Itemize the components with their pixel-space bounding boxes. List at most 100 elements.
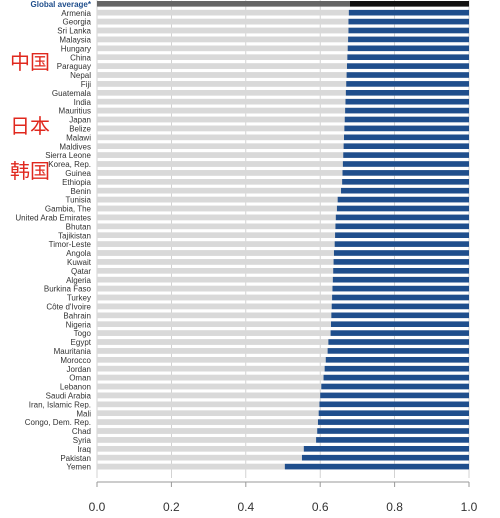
category-label: Saudi Arabia bbox=[46, 392, 92, 401]
x-tick-label: 0.8 bbox=[386, 500, 403, 514]
bar-gray bbox=[97, 321, 331, 327]
bar-gray bbox=[97, 365, 325, 372]
bar-gray bbox=[97, 250, 334, 256]
category-label: Qatar bbox=[71, 267, 91, 276]
bar bbox=[319, 401, 469, 408]
bar-gray bbox=[97, 107, 346, 114]
bar-gray bbox=[97, 179, 343, 185]
category-label: Mauritius bbox=[59, 107, 91, 116]
bar bbox=[342, 161, 469, 167]
bar bbox=[301, 454, 469, 461]
bar-gray bbox=[97, 348, 328, 354]
bar bbox=[333, 259, 469, 265]
bar bbox=[348, 18, 469, 25]
category-label: Congo, Dem. Rep. bbox=[25, 418, 91, 427]
bar bbox=[346, 72, 469, 78]
bar-gray bbox=[97, 36, 349, 43]
bar-gray bbox=[97, 446, 304, 452]
bar-gray bbox=[97, 330, 331, 336]
category-label: Iran, Islamic Rep. bbox=[29, 400, 91, 409]
category-label: Egypt bbox=[71, 338, 92, 347]
x-tick-label: 0.6 bbox=[312, 500, 329, 514]
bar-gray bbox=[97, 90, 346, 96]
bar bbox=[342, 170, 469, 176]
category-label: China bbox=[70, 53, 91, 62]
global-average-bar bbox=[97, 1, 350, 7]
bar-gray bbox=[97, 410, 319, 416]
category-label: Turkey bbox=[67, 294, 91, 303]
category-label: Pakistan bbox=[60, 454, 91, 463]
bar-gray bbox=[97, 259, 334, 265]
bar-gray bbox=[97, 454, 302, 461]
bar-gray bbox=[97, 428, 318, 434]
bar bbox=[317, 428, 469, 434]
category-label: Oman bbox=[69, 374, 91, 383]
category-label: Benin bbox=[71, 187, 91, 196]
bar bbox=[333, 268, 469, 274]
bar bbox=[328, 339, 469, 345]
bar-gray bbox=[97, 374, 324, 381]
category-label: Sierra Leone bbox=[45, 151, 91, 160]
category-label: Bhutan bbox=[66, 222, 91, 231]
bar bbox=[324, 365, 469, 372]
category-label: Syria bbox=[73, 436, 92, 445]
bar bbox=[345, 98, 469, 105]
bar bbox=[341, 187, 469, 194]
bar bbox=[323, 374, 469, 381]
category-label: Morocco bbox=[60, 356, 91, 365]
bar-gray bbox=[97, 125, 345, 132]
category-label: Angola bbox=[66, 249, 91, 258]
category-label: Yemen bbox=[66, 463, 91, 472]
category-label: Tunisia bbox=[66, 196, 92, 205]
bar-gray bbox=[97, 401, 320, 408]
category-label: Côte d'Ivoire bbox=[46, 303, 91, 312]
category-label: Tajikistan bbox=[58, 231, 91, 240]
bar-gray bbox=[97, 294, 333, 301]
bar bbox=[344, 125, 469, 132]
category-label: Guatemala bbox=[52, 89, 92, 98]
category-label: Guinea bbox=[65, 169, 91, 178]
category-label: Malaysia bbox=[59, 36, 91, 45]
category-label: Gambia, The bbox=[45, 205, 92, 214]
bar-gray bbox=[97, 232, 336, 238]
bar-gray bbox=[97, 143, 344, 149]
category-label: Lebanon bbox=[60, 383, 91, 392]
category-label: Paraguay bbox=[57, 62, 91, 71]
bar bbox=[303, 446, 469, 452]
bar bbox=[344, 116, 469, 123]
category-label: Maldives bbox=[59, 142, 91, 151]
bar-gray bbox=[97, 187, 342, 194]
bar-gray bbox=[97, 437, 317, 443]
bar-gray bbox=[97, 170, 343, 176]
bar-gray bbox=[97, 392, 321, 399]
bar-gray bbox=[97, 223, 336, 230]
bar-gray bbox=[97, 72, 347, 78]
category-label: Iraq bbox=[77, 445, 91, 454]
bar-gray bbox=[97, 18, 349, 25]
bar bbox=[316, 437, 469, 443]
bar-gray bbox=[97, 241, 335, 247]
bar-gray bbox=[97, 276, 333, 283]
bar bbox=[318, 410, 469, 416]
bar-gray bbox=[97, 98, 346, 105]
category-label: Georgia bbox=[63, 18, 92, 27]
bar bbox=[327, 348, 469, 354]
bar bbox=[317, 419, 469, 425]
category-label: Mauritania bbox=[54, 347, 92, 356]
bar bbox=[348, 36, 469, 43]
x-tick-label: 0.0 bbox=[89, 500, 106, 514]
bar-gray bbox=[97, 116, 345, 123]
bar bbox=[343, 143, 469, 149]
bar bbox=[342, 179, 469, 185]
category-label: Belize bbox=[69, 125, 91, 134]
bar bbox=[335, 232, 469, 238]
bar bbox=[325, 357, 469, 363]
bar bbox=[320, 392, 469, 399]
category-label: Burkina Faso bbox=[44, 285, 92, 294]
bar bbox=[330, 321, 469, 327]
bar bbox=[336, 205, 469, 212]
bar bbox=[343, 152, 469, 158]
bar bbox=[332, 285, 469, 292]
bar-gray bbox=[97, 339, 329, 345]
